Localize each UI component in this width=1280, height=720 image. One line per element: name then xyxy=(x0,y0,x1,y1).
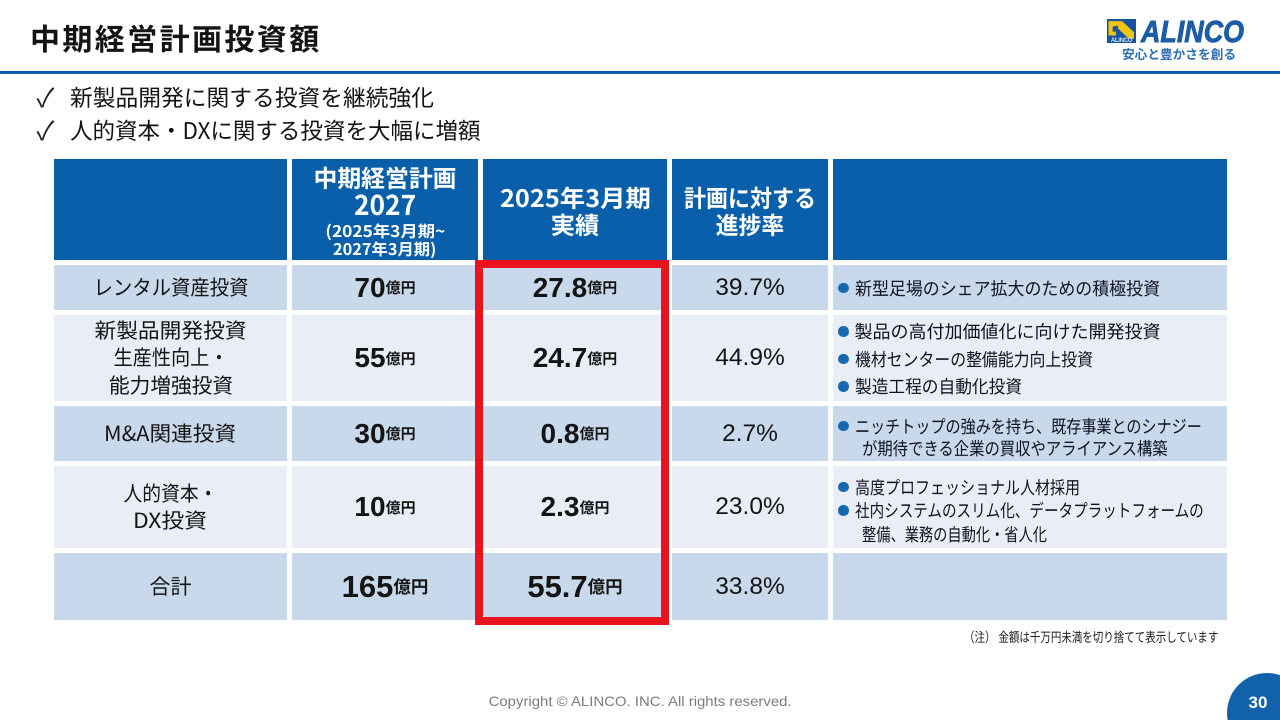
svg-text:ALINCO: ALINCO xyxy=(1111,38,1133,43)
